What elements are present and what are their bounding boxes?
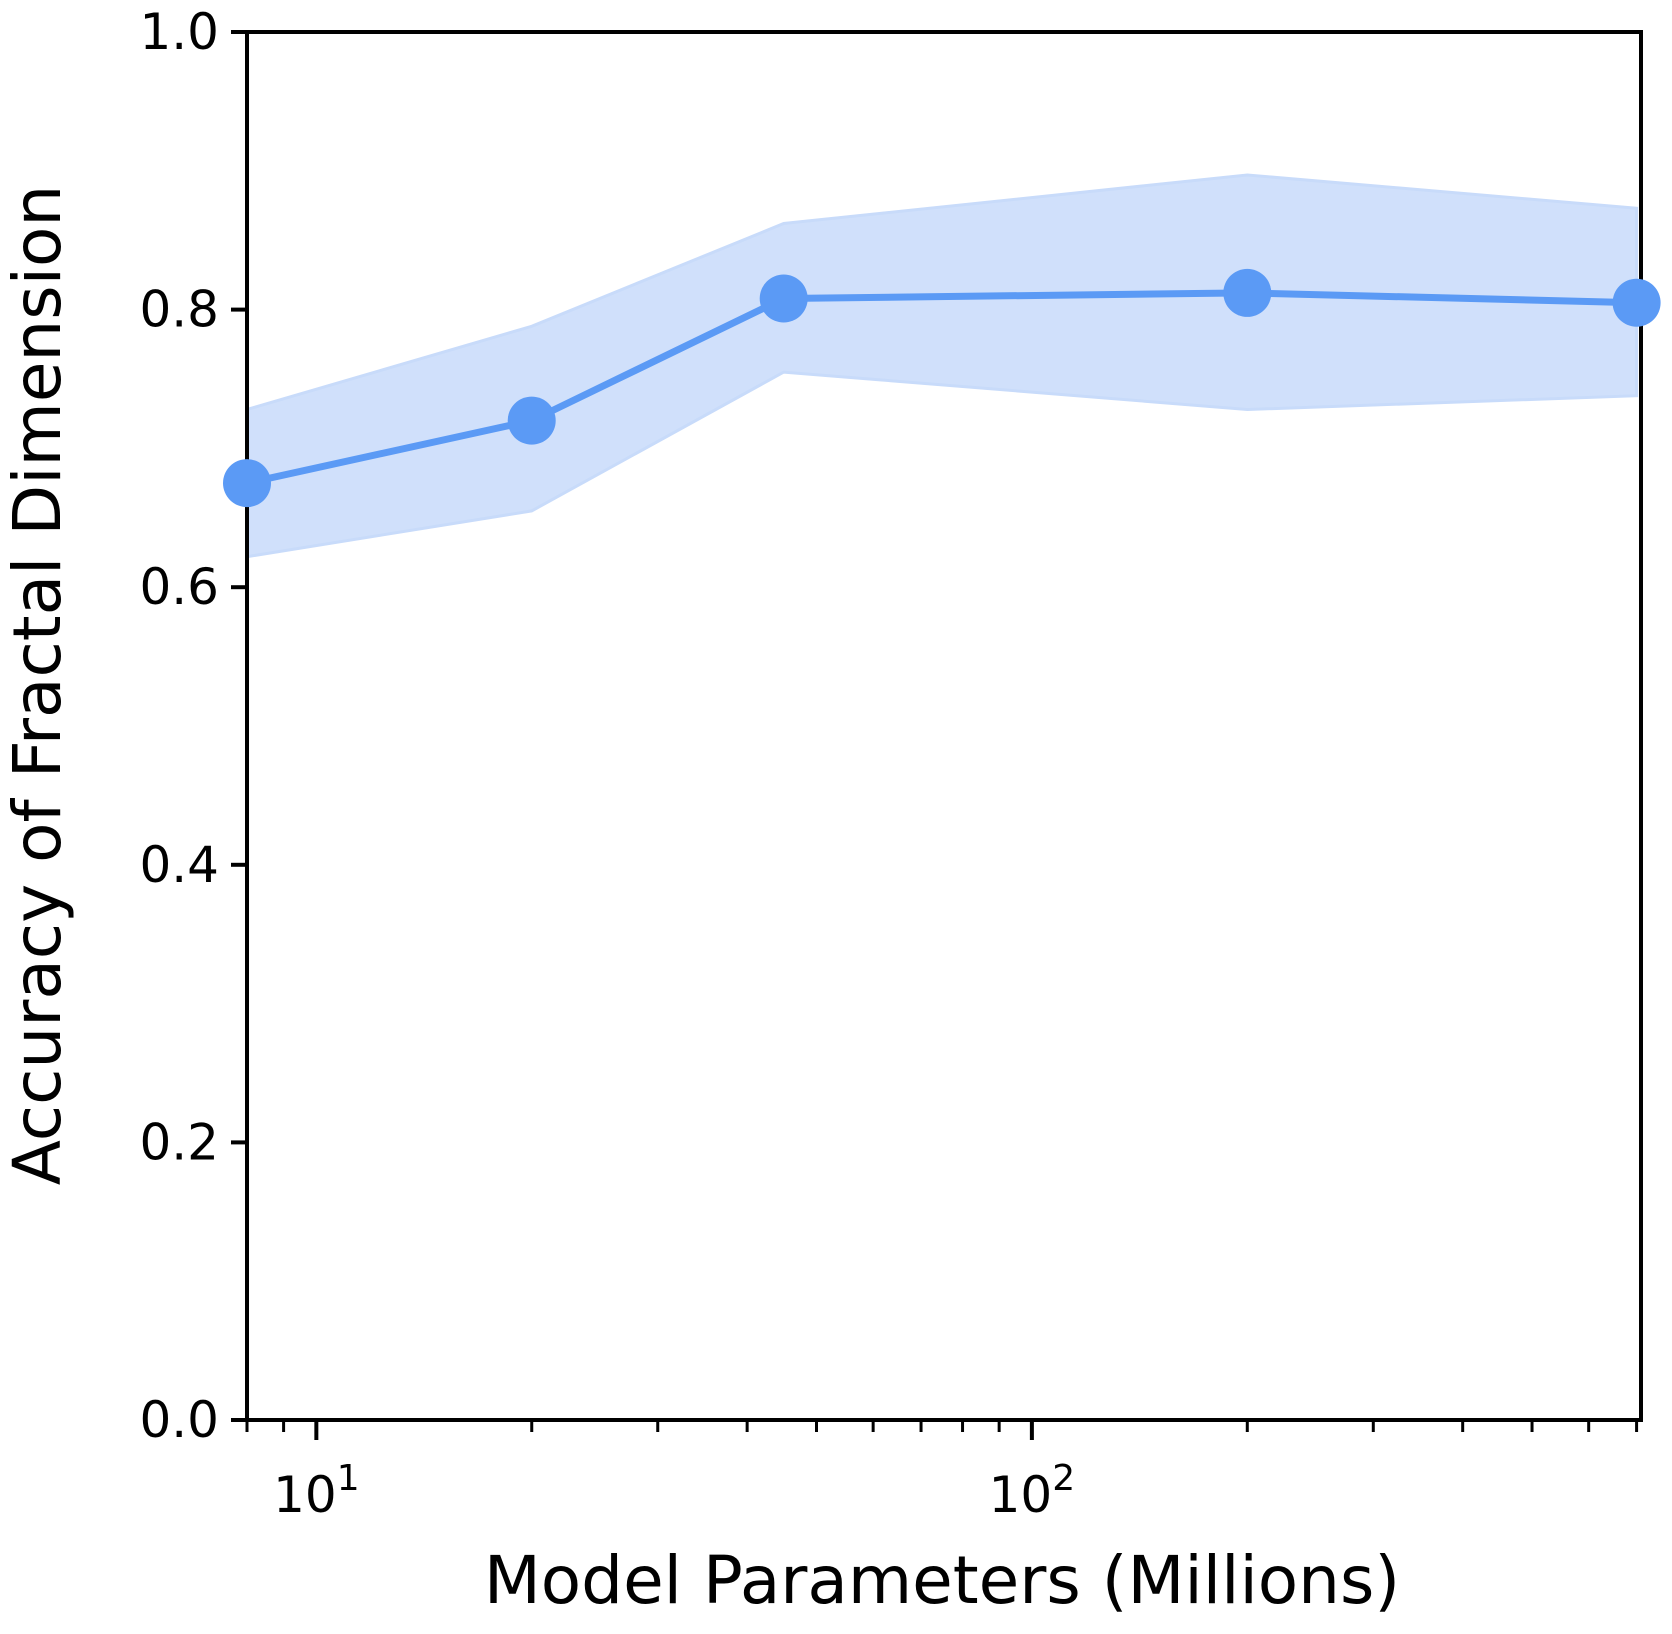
y-tick-label: 0.2 bbox=[139, 1113, 219, 1171]
data-point-layer bbox=[223, 268, 1661, 508]
data-point bbox=[759, 274, 808, 323]
x-tick-label: 101 bbox=[273, 1458, 360, 1524]
x-axis-label: Model Parameters (Millions) bbox=[484, 1542, 1400, 1619]
plot-frame bbox=[245, 30, 1643, 1422]
confidence-band-0 bbox=[245, 173, 1639, 559]
confidence-band-layer bbox=[245, 173, 1639, 559]
axes-layer: 0.0 0.2 0.4 0.6 0.8 1.0 101 102 bbox=[139, 3, 1643, 1524]
data-point bbox=[223, 459, 271, 508]
y-axis-label: Accuracy of Fractal Dimension bbox=[0, 185, 76, 1185]
x-tick-label: 102 bbox=[989, 1458, 1076, 1524]
data-point bbox=[1223, 268, 1272, 317]
y-tick-label: 0.8 bbox=[139, 281, 219, 339]
data-point bbox=[507, 396, 556, 445]
y-tick-label: 0.0 bbox=[139, 1391, 219, 1449]
y-tick-label: 0.4 bbox=[139, 836, 219, 894]
y-tick-label: 0.6 bbox=[139, 558, 219, 616]
y-tick-label: 1.0 bbox=[139, 3, 219, 61]
data-point bbox=[1612, 278, 1661, 327]
